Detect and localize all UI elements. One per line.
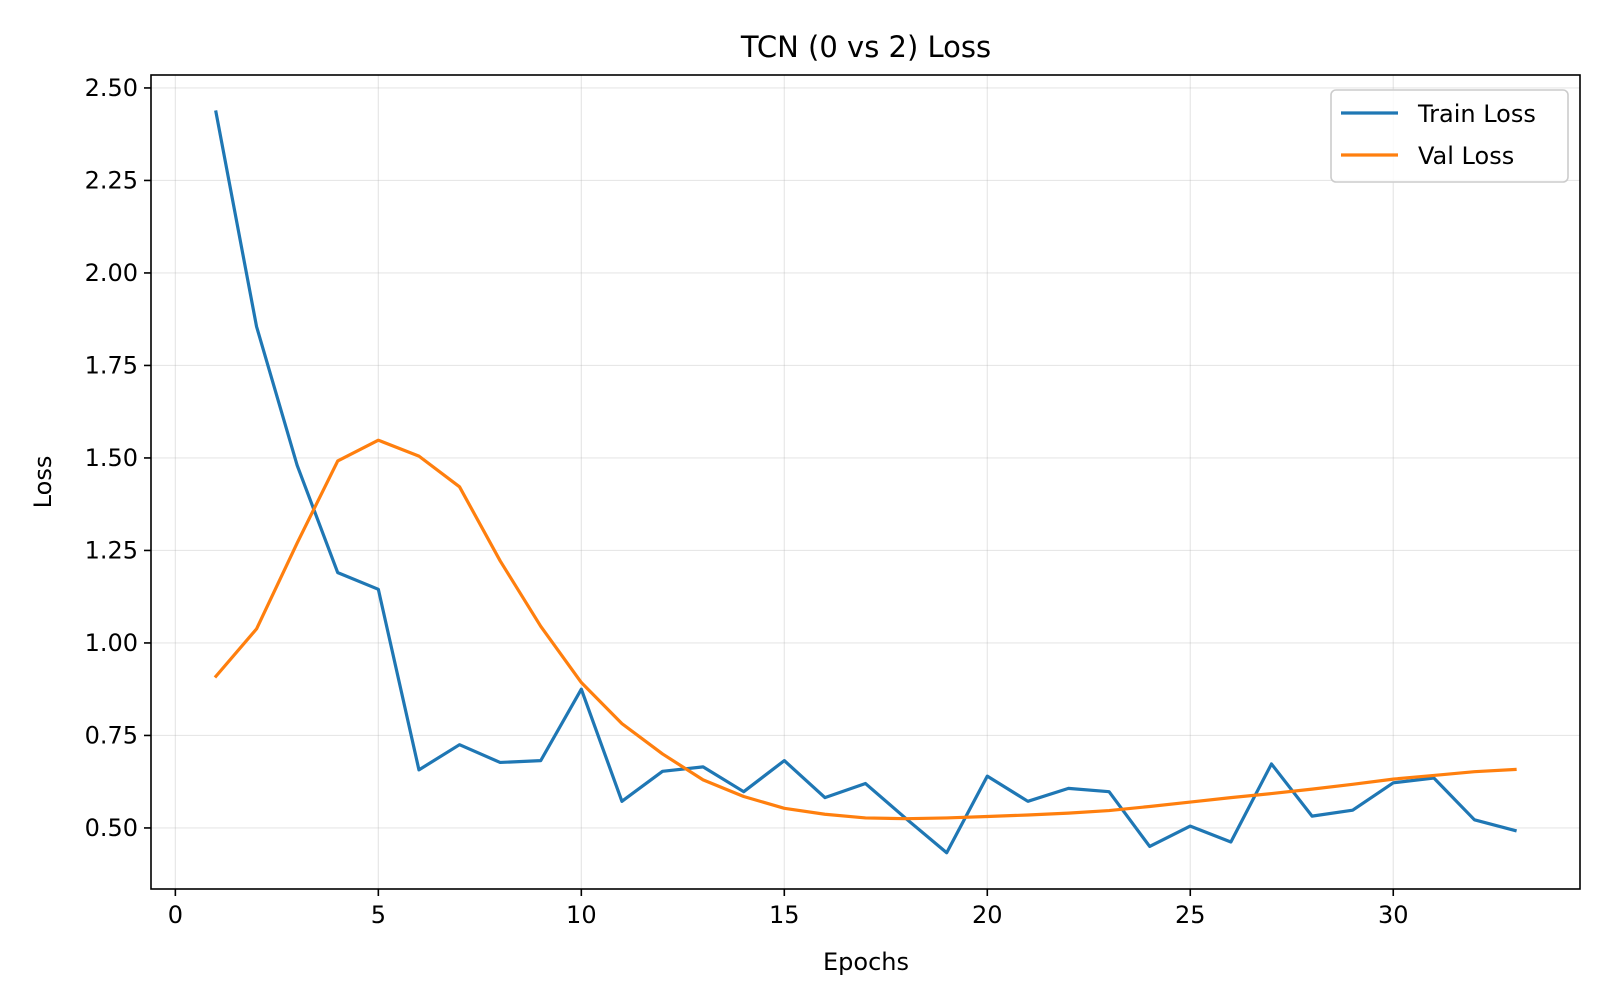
y-tick-label: 0.50 bbox=[85, 814, 138, 842]
y-tick-label: 0.75 bbox=[85, 721, 138, 749]
y-axis-label: Loss bbox=[29, 456, 57, 509]
y-tick-label: 1.75 bbox=[85, 351, 138, 379]
x-tick-label: 30 bbox=[1378, 901, 1409, 929]
y-tick-label: 1.25 bbox=[85, 536, 138, 564]
legend-label-val-loss: Val Loss bbox=[1418, 142, 1514, 170]
x-tick-label: 15 bbox=[769, 901, 800, 929]
series-line-train-loss bbox=[214, 110, 1518, 855]
x-tick-label: 10 bbox=[566, 901, 597, 929]
series-lines bbox=[213, 110, 1518, 855]
x-tick-label: 20 bbox=[972, 901, 1003, 929]
x-axis-label: Epochs bbox=[823, 948, 909, 976]
x-tick-label: 5 bbox=[371, 901, 386, 929]
series-line-val-loss bbox=[213, 438, 1517, 821]
y-tick-label: 2.25 bbox=[85, 166, 138, 194]
y-tick-label: 2.00 bbox=[85, 259, 138, 287]
legend: Train Loss Val Loss bbox=[1330, 89, 1569, 183]
y-tick-label: 2.50 bbox=[85, 74, 138, 102]
plot-area-frame bbox=[150, 74, 1581, 890]
chart-title: TCN (0 vs 2) Loss bbox=[740, 30, 991, 64]
x-tick-label: 0 bbox=[168, 901, 183, 929]
x-tick-label: 25 bbox=[1175, 901, 1206, 929]
axis-ticks: 0 5 10 15 20 25 30 0.50 0.75 1.00 1.25 1.50 1.75 2.00… bbox=[85, 74, 1409, 929]
y-tick-label: 1.00 bbox=[85, 629, 138, 657]
y-tick-label: 1.50 bbox=[85, 444, 138, 472]
grid bbox=[151, 75, 1580, 889]
legend-label-train-loss: Train Loss bbox=[1417, 100, 1536, 128]
